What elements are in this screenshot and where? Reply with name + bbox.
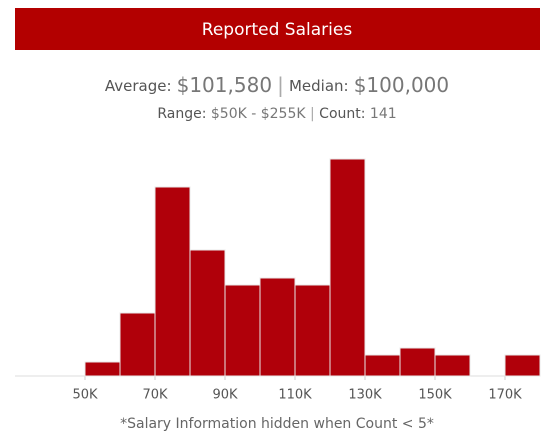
separator: | bbox=[310, 106, 315, 122]
stats-line: Average: $101,580 | Median: $100,000 bbox=[105, 73, 449, 97]
bar bbox=[399, 347, 436, 377]
bar bbox=[294, 284, 331, 377]
separator: | bbox=[277, 73, 284, 97]
header-bar bbox=[15, 8, 540, 50]
stat-value: 141 bbox=[370, 106, 397, 122]
chart-title: Reported Salaries bbox=[202, 20, 353, 40]
stat-value: $100,000 bbox=[354, 73, 449, 97]
stats-line: Range: $50K - $255K | Count: 141 bbox=[157, 106, 396, 122]
bar bbox=[84, 361, 121, 377]
bar bbox=[189, 249, 226, 377]
bar bbox=[329, 158, 366, 377]
bar bbox=[434, 354, 471, 377]
stat-value: $50K - $255K bbox=[211, 106, 306, 122]
bar bbox=[364, 354, 401, 377]
bar bbox=[224, 284, 261, 377]
stat-label: Count: bbox=[319, 106, 365, 122]
x-tick-label: 50K bbox=[72, 388, 98, 403]
stat-label: Median: bbox=[289, 77, 349, 95]
stat-label: Average: bbox=[105, 77, 172, 95]
footnote: *Salary Information hidden when Count < … bbox=[120, 416, 434, 432]
x-tick-label: 150K bbox=[418, 388, 452, 403]
x-tick-label: 90K bbox=[212, 388, 238, 403]
bar bbox=[259, 277, 296, 377]
x-tick-label: 70K bbox=[142, 388, 168, 403]
stat-value: $101,580 bbox=[177, 73, 272, 97]
bar bbox=[119, 312, 156, 377]
x-tick-label: 170K bbox=[488, 388, 522, 403]
x-tick-label: 130K bbox=[348, 388, 382, 403]
bar bbox=[154, 186, 191, 377]
stat-label: Range: bbox=[157, 106, 206, 122]
bar bbox=[504, 354, 541, 377]
x-tick-label: 110K bbox=[278, 388, 312, 403]
